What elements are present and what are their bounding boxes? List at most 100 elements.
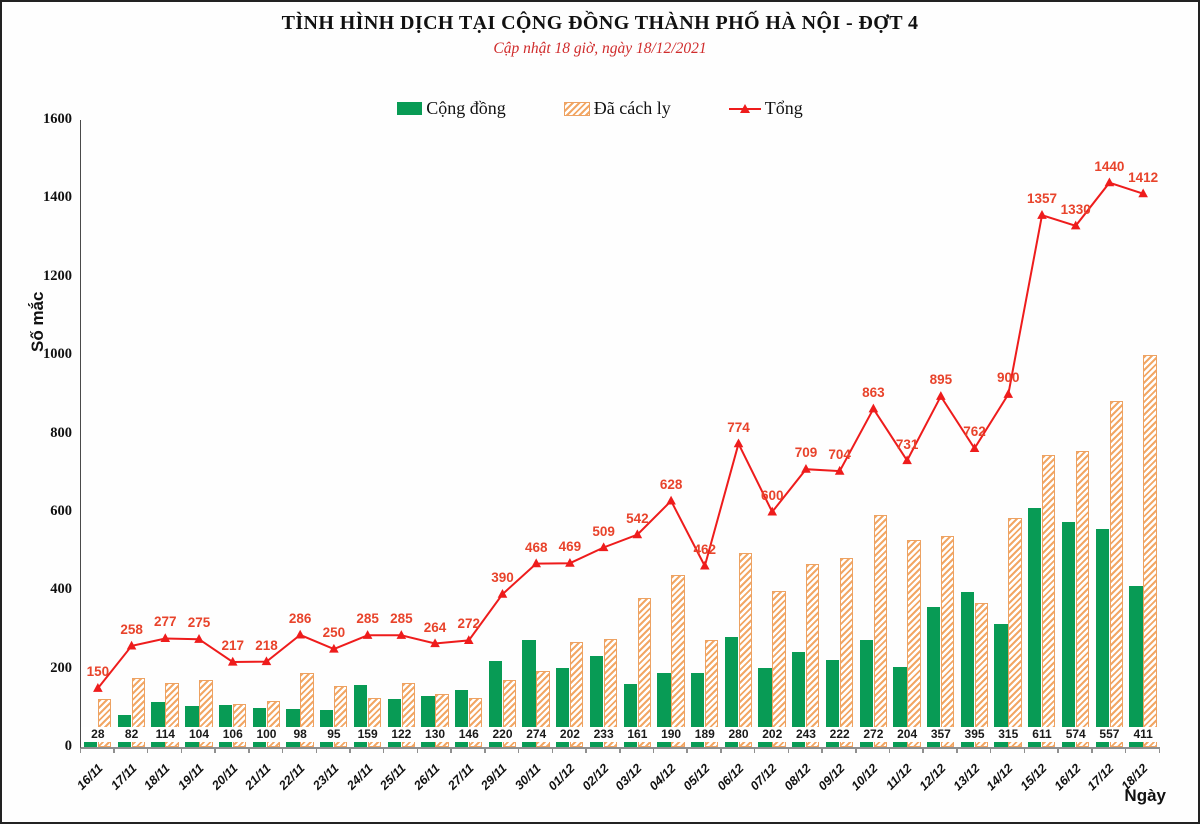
bar-value-label: 272 bbox=[856, 727, 891, 742]
bar-da-cach-ly bbox=[772, 591, 786, 747]
y-tick-label: 1600 bbox=[43, 111, 72, 127]
total-value-label: 600 bbox=[760, 487, 784, 503]
bar-value-label: 104 bbox=[182, 727, 217, 742]
total-value-label: 217 bbox=[221, 637, 244, 653]
bar-value-label: 274 bbox=[519, 727, 554, 742]
hatched-bar-swatch-icon bbox=[563, 101, 590, 116]
y-tick-label: 400 bbox=[50, 581, 72, 598]
bar-value-label: 557 bbox=[1092, 727, 1127, 742]
y-tick-label: 0 bbox=[64, 738, 72, 754]
total-value-label: 258 bbox=[120, 621, 143, 637]
x-axis-tick bbox=[248, 748, 250, 753]
bar-da-cach-ly bbox=[806, 564, 820, 747]
x-axis-tick bbox=[281, 748, 284, 753]
total-point-marker bbox=[936, 391, 946, 400]
total-value-label: 900 bbox=[997, 370, 1020, 386]
total-point-marker bbox=[666, 495, 676, 505]
total-value-label: 1412 bbox=[1128, 169, 1159, 185]
x-axis-tick bbox=[686, 748, 688, 753]
total-value-label: 285 bbox=[390, 611, 413, 627]
total-value-label: 1330 bbox=[1060, 201, 1091, 217]
total-value-label: 218 bbox=[255, 637, 278, 653]
total-value-label: 762 bbox=[963, 424, 986, 440]
x-axis-title: Ngày bbox=[1124, 786, 1166, 805]
total-point-marker bbox=[801, 463, 811, 473]
bar-value-label: 204 bbox=[890, 727, 925, 742]
legend-label-da-cach-ly: Đã cách ly bbox=[593, 98, 671, 118]
bar-value-label: 202 bbox=[552, 727, 587, 742]
bar-da-cach-ly bbox=[907, 540, 921, 747]
bar-value-label: 357 bbox=[923, 727, 958, 742]
total-point-marker bbox=[261, 656, 272, 666]
bar-value-label: 28 bbox=[80, 727, 115, 742]
bar-value-label: 411 bbox=[1126, 727, 1161, 742]
total-value-label: 863 bbox=[862, 384, 885, 400]
total-value-label: 272 bbox=[457, 616, 481, 632]
x-axis-tick bbox=[315, 748, 318, 753]
x-axis-tick bbox=[956, 748, 958, 753]
x-axis-tick bbox=[146, 748, 149, 753]
x-axis-tick bbox=[517, 748, 520, 753]
y-tick-label: 200 bbox=[50, 659, 72, 676]
x-axis-tick bbox=[1124, 748, 1127, 753]
plot-area: 28 82 114 104 106 100 98 95 159 122 130 146 220 274 20… bbox=[80, 120, 1161, 749]
total-point-marker bbox=[902, 455, 912, 465]
bar-da-cach-ly bbox=[1143, 354, 1157, 747]
total-point-marker bbox=[1003, 389, 1014, 398]
total-value-label: 286 bbox=[288, 610, 312, 626]
bar-da-cach-ly bbox=[637, 597, 651, 747]
bar-value-label: 122 bbox=[384, 727, 419, 742]
bar-value-label: 574 bbox=[1058, 727, 1093, 742]
x-axis-tick bbox=[585, 748, 587, 753]
bar-cong-dong bbox=[1095, 528, 1109, 747]
bar-value-label: 189 bbox=[687, 727, 722, 742]
bar-cong-dong bbox=[960, 592, 975, 747]
x-axis-tick bbox=[1057, 748, 1059, 753]
bar-da-cach-ly bbox=[941, 536, 955, 747]
total-point-marker bbox=[93, 683, 103, 692]
total-value-label: 277 bbox=[154, 614, 177, 630]
total-point-marker bbox=[767, 506, 778, 516]
total-value-label: 264 bbox=[423, 619, 447, 635]
total-value-label: 469 bbox=[558, 539, 582, 555]
total-point-marker bbox=[430, 638, 440, 648]
total-point-marker bbox=[227, 656, 238, 666]
legend: Cộng đồng Đã cách ly Tổng bbox=[2, 98, 1198, 119]
bar-value-label: 100 bbox=[249, 727, 284, 742]
bar-value-label: 82 bbox=[114, 727, 149, 742]
bar-value-label: 220 bbox=[485, 727, 520, 742]
total-value-label: 542 bbox=[626, 510, 649, 526]
bar-value-label: 159 bbox=[350, 727, 385, 742]
x-axis-tick bbox=[922, 748, 924, 753]
total-point-marker bbox=[699, 560, 710, 570]
total-value-label: 1440 bbox=[1094, 158, 1125, 174]
total-value-label: 275 bbox=[187, 615, 211, 631]
bar-da-cach-ly bbox=[738, 553, 752, 747]
total-point-marker bbox=[531, 558, 542, 568]
bar-value-label: 161 bbox=[620, 727, 655, 742]
x-axis-tick bbox=[416, 748, 419, 753]
total-value-label: 628 bbox=[659, 476, 683, 492]
bar-value-label: 95 bbox=[316, 727, 351, 742]
total-value-label: 250 bbox=[322, 625, 346, 641]
bar-value-label: 98 bbox=[283, 727, 318, 742]
bar-value-label: 106 bbox=[215, 727, 250, 742]
x-axis-tick bbox=[888, 748, 891, 753]
total-point-marker bbox=[733, 438, 744, 448]
total-value-label: 150 bbox=[86, 664, 110, 680]
bar-value-label: 130 bbox=[418, 727, 453, 742]
bar-cong-dong bbox=[1028, 507, 1042, 747]
x-axis-tick bbox=[787, 748, 790, 753]
x-axis-tick bbox=[214, 748, 216, 753]
y-tick-label: 1200 bbox=[43, 267, 72, 284]
y-tick-label: 1400 bbox=[43, 189, 72, 206]
total-point-marker bbox=[969, 443, 980, 452]
y-tick-label: 600 bbox=[50, 502, 72, 519]
x-axis-tick bbox=[652, 748, 655, 753]
total-point-marker bbox=[497, 588, 508, 598]
x-axis-tick bbox=[1023, 748, 1026, 753]
x-axis-tick bbox=[551, 748, 554, 753]
y-tick-label: 800 bbox=[50, 424, 72, 441]
x-axis-tick bbox=[821, 748, 823, 753]
bar-value-label: 611 bbox=[1024, 727, 1059, 742]
